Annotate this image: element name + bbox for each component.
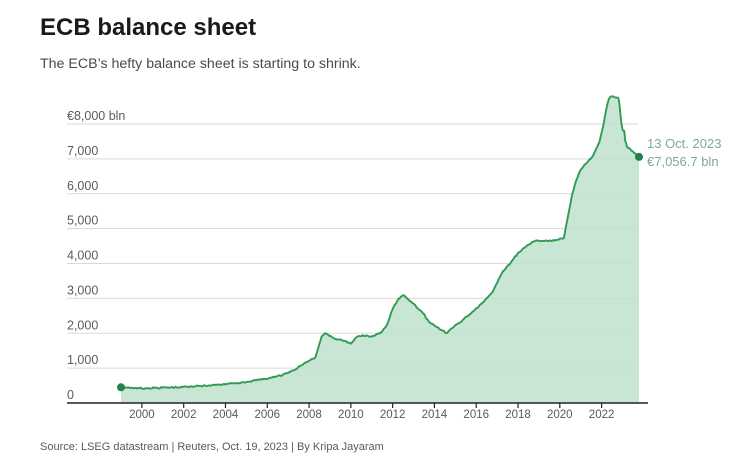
svg-text:4,000: 4,000 [67,249,98,263]
svg-text:1,000: 1,000 [67,353,98,367]
svg-text:€8,000 bln: €8,000 bln [67,109,125,123]
svg-text:2018: 2018 [505,409,531,421]
svg-text:7,000: 7,000 [67,144,98,158]
svg-text:2010: 2010 [338,409,364,421]
svg-text:2014: 2014 [422,409,448,421]
svg-text:2012: 2012 [380,409,406,421]
svg-text:6,000: 6,000 [67,179,98,193]
svg-text:0: 0 [67,388,74,402]
svg-text:2016: 2016 [463,409,489,421]
svg-text:2000: 2000 [129,409,155,421]
svg-text:5,000: 5,000 [67,214,98,228]
svg-text:2008: 2008 [296,409,322,421]
svg-text:2022: 2022 [589,409,615,421]
svg-text:2,000: 2,000 [67,318,98,332]
svg-text:2020: 2020 [547,409,573,421]
svg-text:3,000: 3,000 [67,283,98,297]
svg-text:2002: 2002 [171,409,197,421]
svg-text:2006: 2006 [254,409,280,421]
svg-text:2004: 2004 [213,409,239,421]
